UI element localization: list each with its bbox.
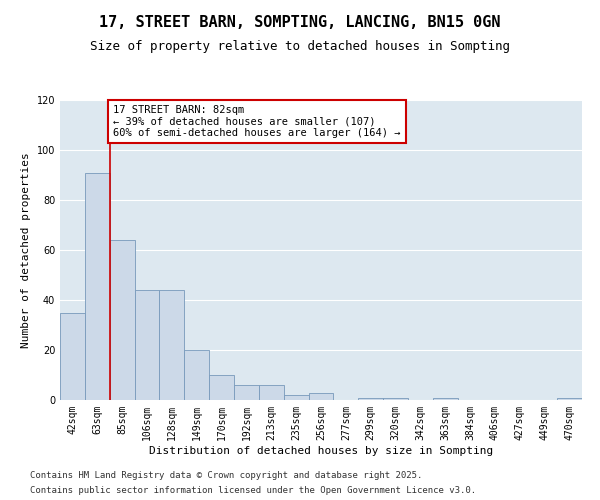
Bar xyxy=(160,290,184,400)
Text: Size of property relative to detached houses in Sompting: Size of property relative to detached ho… xyxy=(90,40,510,53)
Bar xyxy=(308,392,334,400)
Y-axis label: Number of detached properties: Number of detached properties xyxy=(21,152,31,348)
Text: Contains public sector information licensed under the Open Government Licence v3: Contains public sector information licen… xyxy=(30,486,476,495)
Bar xyxy=(284,395,308,400)
Bar xyxy=(383,398,408,400)
Text: 17, STREET BARN, SOMPTING, LANCING, BN15 0GN: 17, STREET BARN, SOMPTING, LANCING, BN15… xyxy=(99,15,501,30)
Bar xyxy=(184,350,209,400)
Bar xyxy=(134,290,160,400)
Bar xyxy=(110,240,134,400)
Text: Contains HM Land Registry data © Crown copyright and database right 2025.: Contains HM Land Registry data © Crown c… xyxy=(30,471,422,480)
X-axis label: Distribution of detached houses by size in Sompting: Distribution of detached houses by size … xyxy=(149,446,493,456)
Bar xyxy=(557,398,582,400)
Bar xyxy=(234,385,259,400)
Bar xyxy=(60,312,85,400)
Bar xyxy=(259,385,284,400)
Text: 17 STREET BARN: 82sqm
← 39% of detached houses are smaller (107)
60% of semi-det: 17 STREET BARN: 82sqm ← 39% of detached … xyxy=(113,105,401,138)
Bar xyxy=(85,172,110,400)
Bar xyxy=(433,398,458,400)
Bar xyxy=(209,375,234,400)
Bar xyxy=(358,398,383,400)
